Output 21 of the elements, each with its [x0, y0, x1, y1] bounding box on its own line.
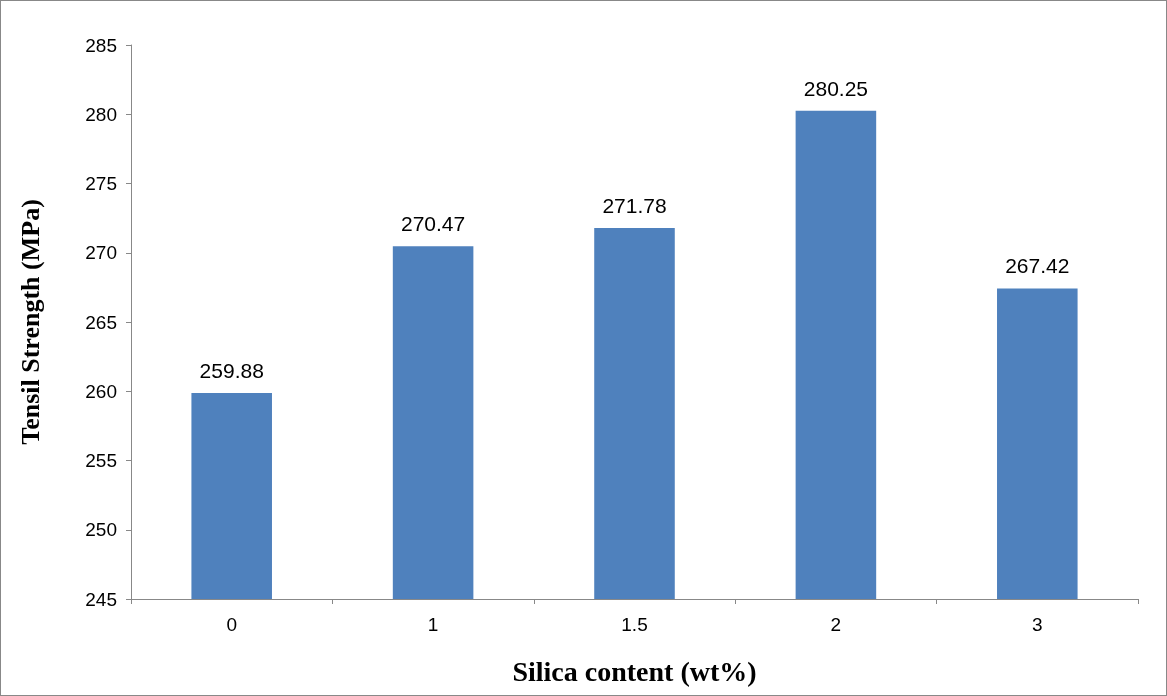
- data-label: 259.88: [199, 358, 264, 382]
- y-tick-label: 285: [85, 34, 117, 56]
- data-label: 271.78: [602, 194, 667, 218]
- x-tick-label: 3: [1032, 614, 1043, 635]
- y-tick-label: 265: [85, 311, 117, 333]
- data-label: 267.42: [1005, 254, 1070, 278]
- y-tick-label: 270: [85, 242, 117, 264]
- y-tick-label: 275: [85, 173, 117, 194]
- y-tick-label: 280: [85, 103, 117, 125]
- y-tick-label: 255: [85, 450, 117, 471]
- x-tick-label: 1.5: [621, 614, 648, 635]
- data-label: 270.47: [400, 212, 466, 236]
- y-tick-label: 245: [85, 588, 117, 610]
- y-tick-label: 260: [85, 380, 117, 402]
- data-label: 280.25: [803, 76, 869, 100]
- x-axis-title: Silica content (wt%): [512, 655, 757, 687]
- x-tick-label: 0: [226, 614, 237, 635]
- x-tick-label: 1: [427, 614, 439, 635]
- y-tick-label: 250: [85, 519, 117, 541]
- y-axis-title: Tensil Strength (MPa): [15, 199, 45, 445]
- x-tick-label: 2: [830, 614, 842, 635]
